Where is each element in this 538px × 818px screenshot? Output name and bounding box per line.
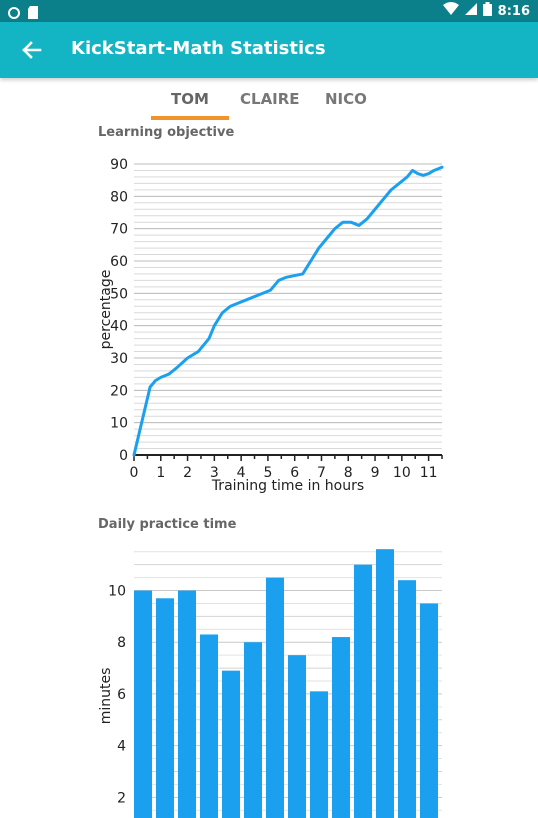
y-tick-label: 4 — [117, 739, 126, 755]
back-arrow-icon[interactable] — [18, 36, 46, 64]
x-tick-label: 2 — [183, 465, 192, 481]
status-time: 8:16 — [497, 3, 530, 19]
bar — [244, 642, 262, 818]
y-tick-label: 8 — [117, 635, 126, 651]
y-tick-label: 90 — [110, 157, 128, 173]
y-axis-label: percentage — [98, 270, 114, 350]
series-line — [132, 165, 444, 457]
y-tick-label: 40 — [110, 319, 128, 335]
x-tick-label: 3 — [210, 465, 219, 481]
y-tick-label: 0 — [119, 448, 128, 464]
bar — [354, 564, 372, 818]
notification-dot-icon — [8, 4, 20, 23]
bar — [288, 655, 306, 818]
tab-tom[interactable]: TOM — [171, 90, 209, 108]
y-tick-label: 20 — [110, 383, 128, 399]
wifi-icon — [442, 2, 459, 20]
tab-claire[interactable]: CLAIRE — [240, 90, 300, 108]
x-tick-label: 5 — [263, 465, 272, 481]
bar — [398, 580, 416, 818]
chart-title-practice: Daily practice time — [98, 517, 237, 532]
x-tick-label: 8 — [344, 465, 353, 481]
bar — [266, 577, 284, 818]
bar — [156, 598, 174, 818]
y-tick-label: 60 — [110, 254, 128, 270]
y-tick-label: 10 — [110, 416, 128, 432]
bar — [200, 634, 218, 818]
tab-nico[interactable]: NICO — [325, 90, 367, 108]
status-bar: 8:16 — [0, 0, 538, 22]
y-tick-label: 50 — [110, 286, 128, 302]
bar — [332, 637, 350, 818]
x-tick-label: 10 — [393, 465, 411, 481]
bar — [376, 549, 394, 818]
x-tick-label: 0 — [130, 465, 139, 481]
tab-indicator — [151, 116, 229, 120]
app-title: KickStart-Math Statistics — [71, 38, 326, 59]
learning-objective-chart: 0 10 20 30 40 50 60 70 80 90 0 1 2 3 4 5 6 7 8 9 10 11 Trainin… — [98, 157, 444, 494]
bar — [420, 603, 438, 818]
y-tick-label: 30 — [110, 351, 128, 367]
x-tick-label: 11 — [420, 465, 438, 481]
app-bar: KickStart-Math Statistics — [0, 22, 538, 78]
y-tick-label: 6 — [117, 687, 126, 703]
daily-practice-chart: 2 4 6 8 10 minutes — [98, 549, 442, 818]
bar — [178, 590, 196, 818]
y-tick-label: 80 — [110, 189, 128, 205]
signal-icon — [464, 2, 477, 20]
tab-bar: TOM CLAIRE NICO — [0, 84, 538, 122]
bar — [222, 670, 240, 818]
x-tick-label: 9 — [371, 465, 380, 481]
x-axis-label: Training time in hours — [211, 478, 364, 494]
x-tick-label: 6 — [290, 465, 299, 481]
battery-icon — [482, 2, 492, 20]
y-tick-label: 2 — [117, 790, 126, 806]
chart-title-learning: Learning objective — [98, 125, 235, 140]
y-tick-label: 70 — [110, 222, 128, 238]
sd-card-icon — [28, 4, 38, 23]
x-tick-label: 7 — [317, 465, 326, 481]
bar — [310, 691, 328, 818]
x-tick-label: 1 — [156, 465, 165, 481]
y-axis-label: minutes — [98, 668, 114, 725]
x-tick-label: 4 — [237, 465, 246, 481]
bar — [134, 590, 152, 818]
y-tick-label: 10 — [108, 584, 126, 600]
